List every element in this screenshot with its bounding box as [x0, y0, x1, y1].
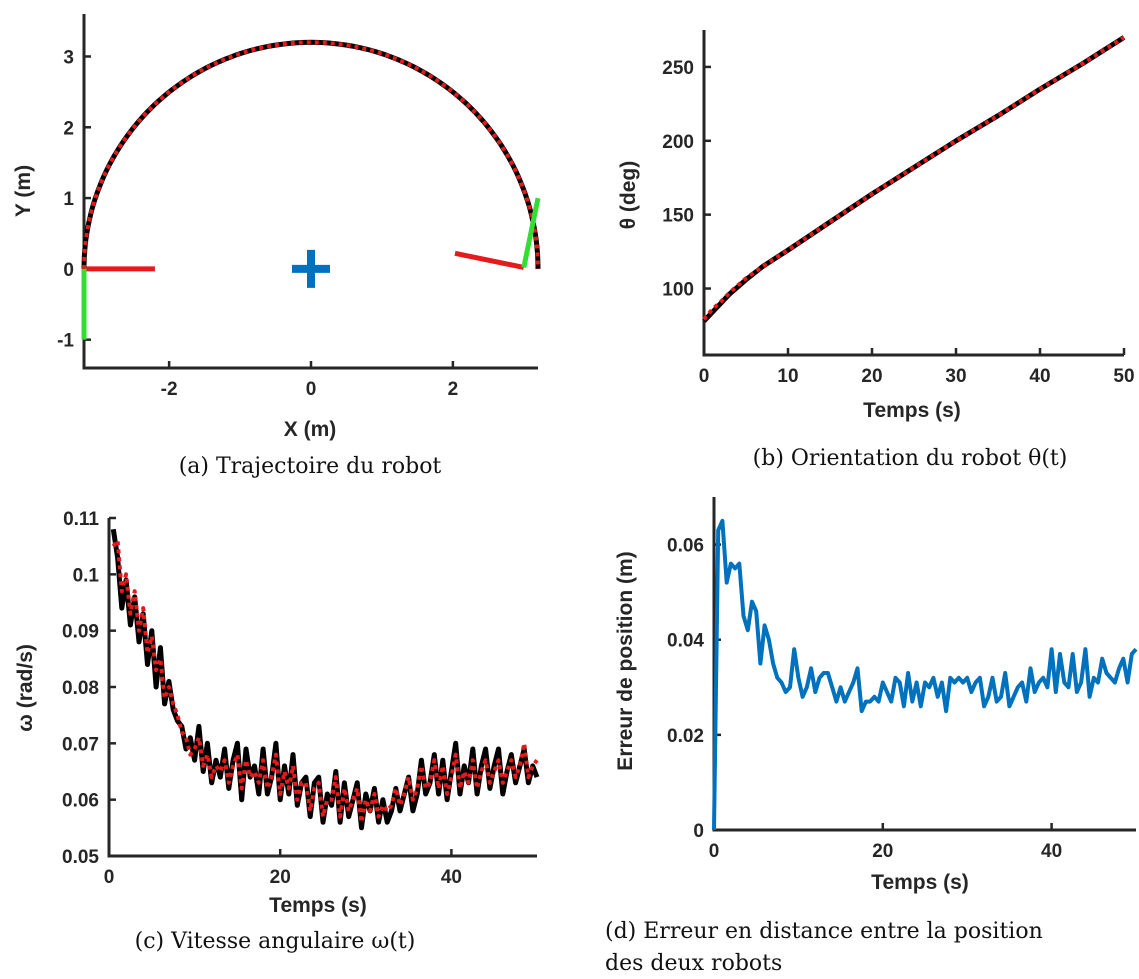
x-tick-label: 40 [1029, 366, 1050, 387]
y-tick-label: 150 [662, 206, 694, 227]
panel-d-position-error: 0 20 40 0 0.02 0.04 0.06 Temps (s) Erreur de pos… [614, 497, 1138, 894]
x-tick-label: 20 [861, 366, 882, 387]
series-line-solid-black [110, 528, 540, 831]
y-tick-label: 200 [662, 132, 694, 153]
y-tick-label: 0.05 [62, 847, 99, 868]
x-tick-label: 0 [709, 841, 720, 862]
series-line-solid-black [81, 39, 541, 269]
x-tick-label: 2 [448, 379, 459, 400]
panel-b-orientation: 0 10 20 30 40 50 100 150 200 250 Temps (s) θ (deg) [617, 30, 1135, 422]
caption-c: (c) Vitesse angulaire ω(t) [135, 929, 416, 954]
caption-d-line1: (d) Erreur en distance entre la position [605, 919, 1043, 944]
x-tick-label: 50 [1113, 366, 1134, 387]
x-tick-label: 40 [1041, 841, 1062, 862]
series-line-dotted-red [82, 40, 540, 269]
x-tick-label: 20 [270, 867, 291, 888]
y-tick-label: 1 [63, 189, 74, 210]
y-axis-label: θ (deg) [617, 161, 640, 230]
y-tick-label: 0.04 [667, 631, 704, 652]
y-tick-label: 0.1 [73, 565, 100, 586]
y-tick-label: -1 [57, 331, 74, 352]
x-axis-label: Temps (s) [863, 399, 961, 422]
y-tick-label: 0.07 [62, 734, 99, 755]
x-tick-label: 30 [945, 366, 966, 387]
y-tick-label: 2 [63, 118, 74, 139]
x-tick-label: 20 [872, 841, 893, 862]
green-heading-segment [521, 197, 541, 268]
caption-d-line2: des deux robots [605, 951, 782, 976]
y-tick-label: 0.11 [63, 509, 99, 530]
axes-a [82, 14, 538, 370]
x-tick-label: 0 [306, 379, 317, 400]
y-tick-label: 0.06 [62, 791, 99, 812]
y-tick-label: 0.02 [667, 726, 704, 747]
series-line-solid-black [702, 35, 1126, 323]
y-axis-label: Y (m) [12, 165, 35, 217]
y-tick-label: 0 [63, 260, 74, 281]
y-axis-label: Erreur de position (m) [614, 551, 637, 770]
panel-a-trajectory: -2 0 2 -1 0 1 2 3 X (m) Y (m) [12, 14, 541, 441]
y-tick-label: 0.06 [667, 536, 704, 557]
center-plus-marker [292, 249, 330, 288]
x-axis-label: Temps (s) [269, 894, 367, 917]
y-tick-label: 0.08 [62, 678, 99, 699]
y-tick-label: 0 [693, 821, 704, 842]
x-tick-label: 10 [777, 366, 798, 387]
y-tick-label: 0.09 [62, 622, 99, 643]
caption-b: (b) Orientation du robot θ(t) [753, 446, 1068, 471]
x-tick-label: 0 [104, 867, 115, 888]
red-heading-segment [454, 250, 525, 270]
y-tick-label: 100 [662, 280, 694, 301]
series-line-dotted-red [702, 35, 1126, 321]
series-line-solid-blue [712, 518, 1138, 831]
y-axis-label: ω (rad/s) [14, 644, 37, 732]
y-tick-label: 3 [63, 47, 74, 68]
panel-c-angular-velocity: 0 20 40 0.05 0.06 0.07 0.08 0.09 0.1 0.11 Temps (s… [14, 509, 540, 917]
x-tick-label: 40 [441, 867, 462, 888]
x-axis-label: X (m) [284, 418, 337, 441]
caption-a: (a) Trajectoire du robot [179, 454, 442, 479]
x-tick-label: 0 [699, 366, 710, 387]
x-axis-label: Temps (s) [871, 871, 969, 894]
x-tick-label: -2 [161, 379, 178, 400]
y-tick-label: 250 [662, 58, 694, 79]
